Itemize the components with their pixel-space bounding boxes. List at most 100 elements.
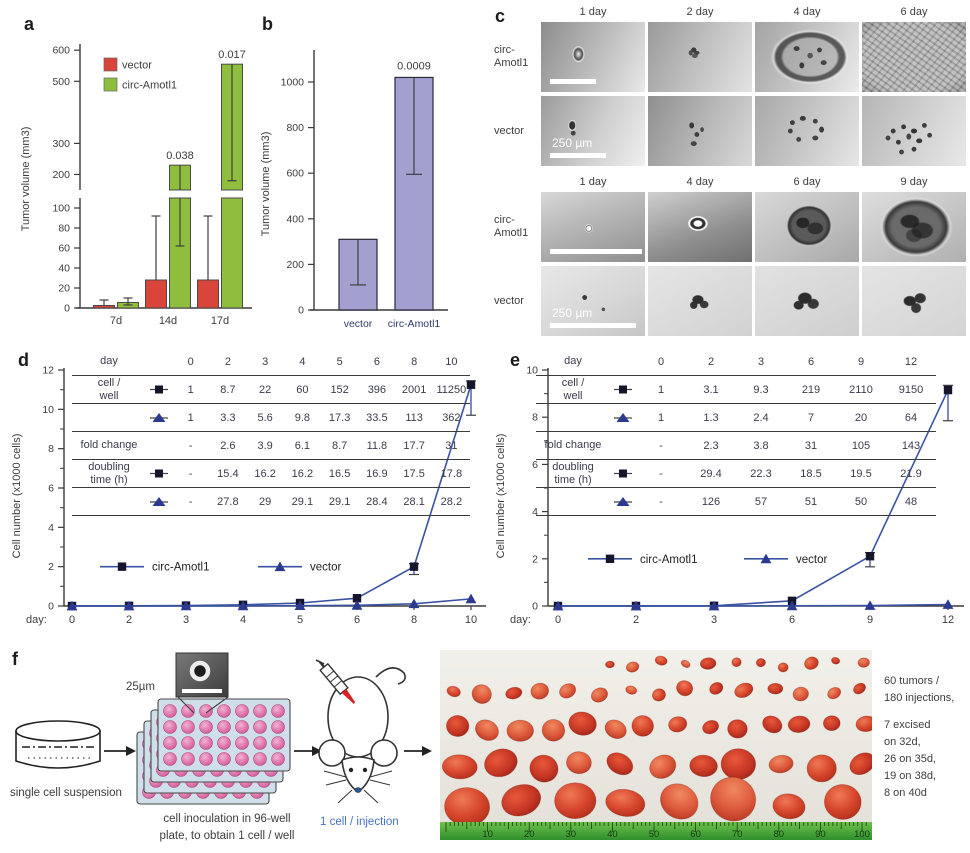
table-cell: 17.8 bbox=[440, 467, 463, 480]
y-tick-label: 6 bbox=[532, 459, 538, 471]
tumor-specimen bbox=[702, 719, 719, 735]
tumor-specimen bbox=[529, 754, 559, 783]
well bbox=[163, 720, 177, 734]
micrograph-cluster-tiny bbox=[648, 22, 752, 92]
micrograph-speck-b: 250 µm bbox=[541, 96, 645, 166]
note-spacer bbox=[884, 707, 970, 717]
ruler-number: 10 bbox=[482, 829, 493, 840]
data-point-square bbox=[409, 562, 419, 571]
micrograph-ring-b bbox=[648, 192, 752, 262]
table-cell: 9.8 bbox=[294, 411, 311, 424]
table-cell: 7 bbox=[807, 411, 815, 424]
well bbox=[271, 704, 285, 718]
micrograph-clump-sm bbox=[648, 266, 752, 336]
y-tick-label: 0 bbox=[298, 305, 304, 317]
table-cell: 17.3 bbox=[328, 411, 351, 424]
tumor-specimen bbox=[857, 657, 870, 668]
tumor-specimen bbox=[568, 711, 597, 736]
square-marker-icon bbox=[150, 385, 168, 394]
legend-label: vector bbox=[796, 554, 827, 566]
tumor-specimen bbox=[762, 715, 783, 734]
ruler-number: 60 bbox=[690, 829, 701, 840]
table-row: cell / well 1 8.7 22 60 152 396 2001 11250 bbox=[72, 376, 470, 404]
y-tick-label: 2 bbox=[532, 553, 538, 565]
panel-b: b 0 200 400 600 800 1000 Tumor volume (mm3) 0.0… bbox=[254, 6, 454, 346]
table-cell: 2001 bbox=[401, 383, 427, 396]
square-marker-icon bbox=[614, 469, 632, 478]
tumor-specimen bbox=[441, 754, 478, 780]
table-row-label: cell / well bbox=[561, 377, 585, 402]
data-point-triangle bbox=[630, 600, 642, 611]
tumor-specimen bbox=[651, 688, 666, 702]
data-point-square bbox=[605, 554, 615, 563]
y-tick-label: 1000 bbox=[281, 77, 305, 89]
table-row: doubling time (h) - 15.4 16.2 16.2 16.5 16.9 17.… bbox=[72, 460, 470, 488]
table-column-header: 0 bbox=[187, 355, 194, 368]
y-tick-label: 300 bbox=[52, 138, 70, 150]
table-cell: 28.2 bbox=[440, 495, 463, 508]
arrow-icon bbox=[104, 746, 136, 756]
arrow-icon bbox=[404, 746, 432, 756]
ruler-number: 70 bbox=[732, 829, 743, 840]
tumor-specimen bbox=[660, 783, 699, 820]
y-tick-label: 20 bbox=[58, 283, 70, 295]
table-cell: 113 bbox=[405, 411, 423, 424]
y-tick-label: 4 bbox=[532, 506, 538, 518]
well bbox=[253, 704, 267, 718]
table-cell: 20 bbox=[854, 411, 868, 424]
table-cell: 60 bbox=[296, 383, 309, 396]
table-row: 1 3.3 5.6 9.8 17.3 33.5 113 362 bbox=[72, 404, 470, 432]
micrograph-cells-few bbox=[648, 96, 752, 166]
table-cell: 126 bbox=[701, 495, 721, 508]
table-cell: - bbox=[188, 467, 193, 480]
table-marker-cell bbox=[146, 384, 172, 395]
data-point-square bbox=[466, 380, 476, 389]
legend-label: vector bbox=[122, 60, 152, 72]
tumor-specimen bbox=[631, 715, 654, 737]
legend-label: vector bbox=[310, 562, 341, 574]
table-cell: 15.4 bbox=[217, 467, 239, 480]
data-point-square bbox=[865, 552, 875, 561]
tumor-specimen bbox=[806, 754, 837, 783]
table-cell: 28.4 bbox=[366, 495, 388, 508]
cell-number-line-chart-d: 0 2 4 6 8 10 12 Cell number (x1000 cells) day: 0 2… bbox=[8, 346, 492, 651]
data-point-triangle bbox=[408, 598, 420, 609]
table-cell: 16.5 bbox=[328, 467, 351, 480]
y-tick-label: 800 bbox=[286, 122, 304, 134]
table-column-header: 12 bbox=[904, 355, 918, 368]
y-tick-label: 100 bbox=[52, 203, 70, 215]
note-line: 180 injections, bbox=[884, 692, 955, 705]
data-point-square bbox=[943, 385, 953, 395]
table-cell: 16.2 bbox=[254, 467, 276, 480]
tumor-specimen bbox=[505, 686, 523, 700]
tumor-specimen bbox=[727, 719, 748, 739]
x-category-label: 14d bbox=[159, 315, 177, 327]
tumor-specimen bbox=[475, 719, 499, 741]
x-axis-prefix: day: bbox=[510, 614, 531, 626]
well bbox=[271, 720, 285, 734]
tumor-specimen bbox=[822, 715, 841, 732]
x-tick-label: 10 bbox=[465, 614, 477, 626]
scale-bar-label: 250 µm bbox=[552, 306, 593, 320]
table-row: - 27.8 29 29.1 29.1 28.4 28.1 28.2 bbox=[72, 488, 470, 516]
table-cell: - bbox=[659, 495, 663, 508]
table-cell: 6.1 bbox=[294, 439, 311, 452]
tumor-specimen bbox=[649, 754, 677, 779]
plate-caption: cell inoculation in 96-well plate, to ob… bbox=[159, 813, 295, 842]
table-row: doubling time (h) - 29.4 22.3 18.5 19.5 21.9 bbox=[536, 460, 936, 488]
y-tick-label: 10 bbox=[526, 365, 538, 377]
table-cell: - bbox=[188, 439, 193, 452]
table-cell: - bbox=[659, 467, 663, 480]
ruler-number: 20 bbox=[524, 829, 535, 840]
ruler-number: 80 bbox=[774, 829, 785, 840]
table-cell: 18.5 bbox=[800, 467, 822, 480]
tumor-specimen bbox=[699, 657, 717, 670]
table-cell: 19.5 bbox=[850, 467, 872, 480]
column-header-day: 1 day bbox=[579, 176, 607, 188]
panel-f: f bbox=[0, 645, 970, 853]
micrograph-cells-arc bbox=[755, 96, 859, 166]
tumor-specimen bbox=[824, 784, 862, 820]
ruler-number: 90 bbox=[815, 829, 826, 840]
table-cell: 1 bbox=[657, 411, 665, 424]
